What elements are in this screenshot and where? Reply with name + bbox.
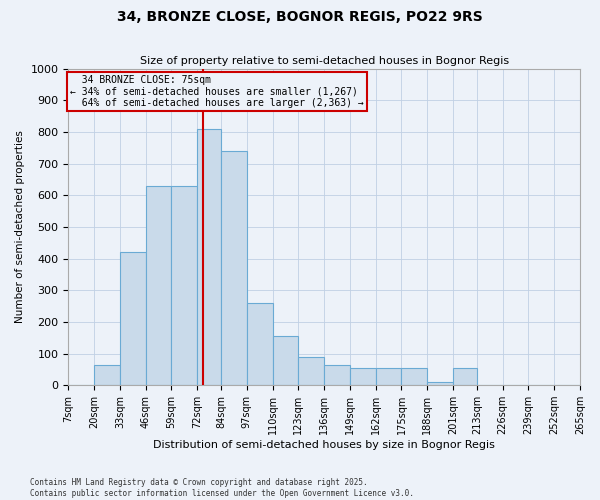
Bar <box>427 382 453 385</box>
Bar <box>272 336 298 385</box>
Text: Contains HM Land Registry data © Crown copyright and database right 2025.
Contai: Contains HM Land Registry data © Crown c… <box>30 478 414 498</box>
Text: 34 BRONZE CLOSE: 75sqm
← 34% of semi-detached houses are smaller (1,267)
  64% o: 34 BRONZE CLOSE: 75sqm ← 34% of semi-det… <box>70 75 364 108</box>
Bar <box>350 368 376 385</box>
Bar <box>453 368 477 385</box>
Bar <box>94 364 120 385</box>
X-axis label: Distribution of semi-detached houses by size in Bognor Regis: Distribution of semi-detached houses by … <box>153 440 495 450</box>
Bar <box>401 368 427 385</box>
Bar <box>172 186 197 385</box>
Bar <box>197 129 221 385</box>
Text: 34, BRONZE CLOSE, BOGNOR REGIS, PO22 9RS: 34, BRONZE CLOSE, BOGNOR REGIS, PO22 9RS <box>117 10 483 24</box>
Y-axis label: Number of semi-detached properties: Number of semi-detached properties <box>15 130 25 324</box>
Title: Size of property relative to semi-detached houses in Bognor Regis: Size of property relative to semi-detach… <box>140 56 509 66</box>
Bar <box>146 186 172 385</box>
Bar <box>298 356 324 385</box>
Bar <box>120 252 146 385</box>
Bar <box>247 303 272 385</box>
Bar <box>221 151 247 385</box>
Bar <box>376 368 401 385</box>
Bar <box>324 364 350 385</box>
